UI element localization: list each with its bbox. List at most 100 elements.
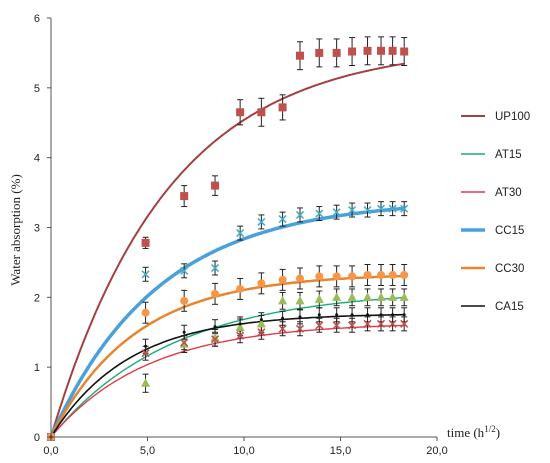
legend: UP100 AT15 AT30 CC15 CC30 CA15 xyxy=(461,111,530,313)
marker-at15 xyxy=(256,318,266,328)
marker-cc15 xyxy=(180,266,189,275)
marker-at30 xyxy=(315,321,324,330)
marker-cc30 xyxy=(180,296,189,305)
fit-line-ca15 xyxy=(50,313,405,438)
marker-ca15 xyxy=(238,322,242,326)
legend-item-at30: AT30 xyxy=(461,187,522,199)
x-ticks: 0,0 5,0 10,0 15,0 20,0 xyxy=(43,437,448,457)
marker-ca15 xyxy=(366,313,370,317)
fit-line-cc30 xyxy=(49,274,405,438)
marker-cc15 xyxy=(332,208,341,217)
marker-at15 xyxy=(376,292,386,301)
marker-up100 xyxy=(180,192,189,201)
y-tick-label: 0 xyxy=(34,432,40,444)
marker-cc15 xyxy=(295,210,305,219)
marker-at30 xyxy=(295,324,305,333)
marker-up100 xyxy=(141,238,150,247)
fit-line-at30 xyxy=(50,324,405,438)
marker-at15 xyxy=(314,294,324,303)
axes: 0,0 5,0 10,0 15,0 20,0 0 1 2 3 4 5 6 xyxy=(34,13,448,457)
marker-at30 xyxy=(388,319,397,328)
marker-at15 xyxy=(141,378,151,387)
marker-up100 xyxy=(236,108,245,117)
marker-at15 xyxy=(363,292,373,301)
fit-line-up100 xyxy=(50,62,405,438)
marker-at15 xyxy=(278,295,288,305)
marker-at30 xyxy=(210,335,220,344)
marker-cc15 xyxy=(236,229,245,238)
marker-up100 xyxy=(257,108,266,117)
marker-cc30 xyxy=(315,272,324,281)
marker-at15 xyxy=(235,322,245,331)
x-tick-label: 0,0 xyxy=(43,445,58,457)
y-tick-label: 3 xyxy=(34,223,40,235)
marker-cc15 xyxy=(278,215,287,224)
marker-cc15 xyxy=(315,209,324,218)
marker-up100 xyxy=(278,103,287,112)
legend-label-up100: UP100 xyxy=(495,111,530,123)
marker-cc30 xyxy=(236,284,245,293)
fit-line-at15 xyxy=(50,296,405,438)
y-tick-label: 4 xyxy=(34,153,40,165)
marker-up100 xyxy=(211,181,220,190)
marker-cc30 xyxy=(141,308,150,317)
marker-cc30 xyxy=(400,270,409,279)
marker-up100 xyxy=(348,47,357,56)
marker-cc15 xyxy=(400,204,409,213)
y-tick-label: 5 xyxy=(34,83,40,95)
x-axis-title-superscript: 1/2 xyxy=(484,424,496,434)
legend-label-ca15: CA15 xyxy=(495,301,524,313)
marker-ca15 xyxy=(317,313,321,317)
marker-up100 xyxy=(388,46,397,55)
marker-ca15 xyxy=(144,344,148,348)
fit-line-cc15 xyxy=(49,206,405,438)
marker-at15 xyxy=(295,295,305,305)
marker-at30 xyxy=(400,319,409,328)
marker-up100 xyxy=(400,47,409,56)
marker-at15 xyxy=(399,292,409,301)
legend-label-at15: AT15 xyxy=(495,149,522,161)
marker-at15 xyxy=(332,292,342,301)
marker-ca15 xyxy=(281,316,285,320)
y-ticks: 0 1 2 3 4 5 6 xyxy=(34,13,51,444)
marker-ca15 xyxy=(259,318,263,322)
x-axis-title-close: ) xyxy=(496,425,500,440)
marker-cc30 xyxy=(377,270,386,279)
marker-ca15 xyxy=(335,313,339,317)
x-axis-title-main: time (h xyxy=(447,425,485,440)
marker-cc30 xyxy=(348,272,357,281)
marker-cc30 xyxy=(332,272,341,281)
marker-at15 xyxy=(347,292,357,301)
marker-cc15 xyxy=(376,204,386,213)
marker-cc15 xyxy=(348,205,357,215)
y-tick-label: 1 xyxy=(34,362,40,374)
legend-label-at30: AT30 xyxy=(495,187,522,199)
legend-label-cc15: CC15 xyxy=(495,225,524,237)
marker-at30 xyxy=(278,324,287,333)
marker-at30 xyxy=(363,319,372,328)
marker-cc15 xyxy=(141,270,150,279)
data-markers xyxy=(46,46,409,442)
marker-cc30 xyxy=(278,275,287,284)
marker-cc15 xyxy=(363,205,372,215)
marker-cc30 xyxy=(388,270,397,279)
marker-up100 xyxy=(377,46,386,55)
marker-cc15 xyxy=(210,263,220,273)
legend-item-at15: AT15 xyxy=(461,149,522,161)
fit-curves xyxy=(49,62,405,438)
marker-up100 xyxy=(332,48,341,57)
legend-item-cc15: CC15 xyxy=(461,225,524,237)
marker-ca15 xyxy=(182,330,186,334)
y-axis-title: Water absorption (%) xyxy=(8,174,23,286)
marker-ca15 xyxy=(213,325,217,329)
marker-up100 xyxy=(295,51,304,60)
marker-ca15 xyxy=(298,315,302,319)
marker-at30 xyxy=(236,331,245,340)
y-tick-label: 2 xyxy=(34,292,40,304)
marker-ca15 xyxy=(402,313,406,317)
marker-at30 xyxy=(348,321,357,330)
marker-cc15 xyxy=(257,217,266,226)
y-tick-label: 6 xyxy=(34,13,40,25)
x-tick-label: 15,0 xyxy=(330,445,351,457)
